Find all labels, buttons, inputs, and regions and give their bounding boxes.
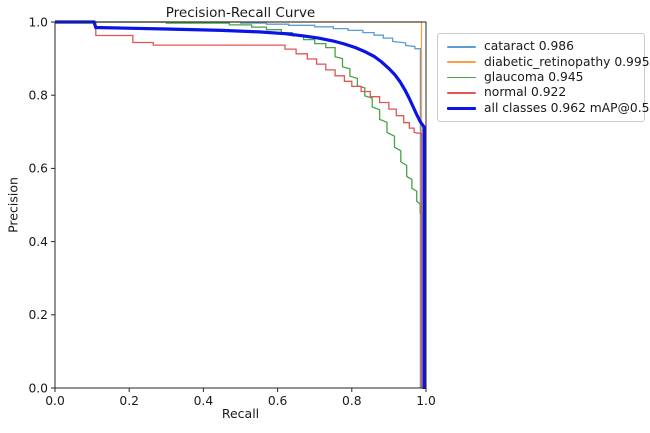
legend-line-swatch xyxy=(447,76,476,79)
legend-item-glaucoma: glaucoma 0.945 xyxy=(447,70,637,85)
legend-label: normal 0.922 xyxy=(484,85,567,100)
legend-item-cataract: cataract 0.986 xyxy=(447,39,637,54)
curve-diabetic_retinopathy xyxy=(55,21,423,388)
legend-item-all-classes: all classes 0.962 mAP@0.5 xyxy=(447,101,649,116)
legend-line-swatch xyxy=(447,106,476,110)
curve-cataract xyxy=(55,21,422,388)
legend-label: cataract 0.986 xyxy=(484,39,574,54)
chart-title: Precision-Recall Curve xyxy=(165,5,316,21)
legend-label: diabetic_retinopathy 0.995 xyxy=(484,54,650,69)
legend: cataract 0.986 diabetic_retinopathy 0.995… xyxy=(437,33,650,122)
curve-glaucoma xyxy=(55,21,423,388)
curve-normal xyxy=(55,21,423,388)
x-tick-label: 0.2 xyxy=(119,394,139,408)
x-axis-label: Recall xyxy=(221,406,260,421)
y-tick-label: 0.4 xyxy=(28,235,48,249)
x-tick-label: 0.6 xyxy=(268,394,288,408)
plot-box xyxy=(54,21,427,389)
x-tick-label: 0.8 xyxy=(342,394,362,408)
legend-line-swatch xyxy=(447,45,476,48)
legend-item-normal: normal 0.922 xyxy=(447,85,637,100)
y-tick-label: 0.0 xyxy=(28,381,48,395)
y-tick-label: 0.2 xyxy=(28,308,48,322)
y-tick-label: 1.0 xyxy=(28,15,48,29)
legend-item-diabetic_retinopathy: diabetic_retinopathy 0.995 xyxy=(447,54,650,69)
y-axis-label: Precision xyxy=(5,177,21,233)
legend-line-swatch xyxy=(447,92,476,94)
y-tick-label: 0.6 xyxy=(28,162,48,176)
legend-label: all classes 0.962 mAP@0.5 xyxy=(484,100,650,115)
legend-line-swatch xyxy=(447,61,476,63)
x-tick-label: 0.0 xyxy=(45,394,65,408)
curve-all-classes xyxy=(55,20,426,389)
y-tick-label: 0.8 xyxy=(28,89,48,103)
x-tick-label: 1.0 xyxy=(416,394,436,408)
x-tick-label: 0.4 xyxy=(194,394,214,408)
legend-label: glaucoma 0.945 xyxy=(484,69,584,84)
